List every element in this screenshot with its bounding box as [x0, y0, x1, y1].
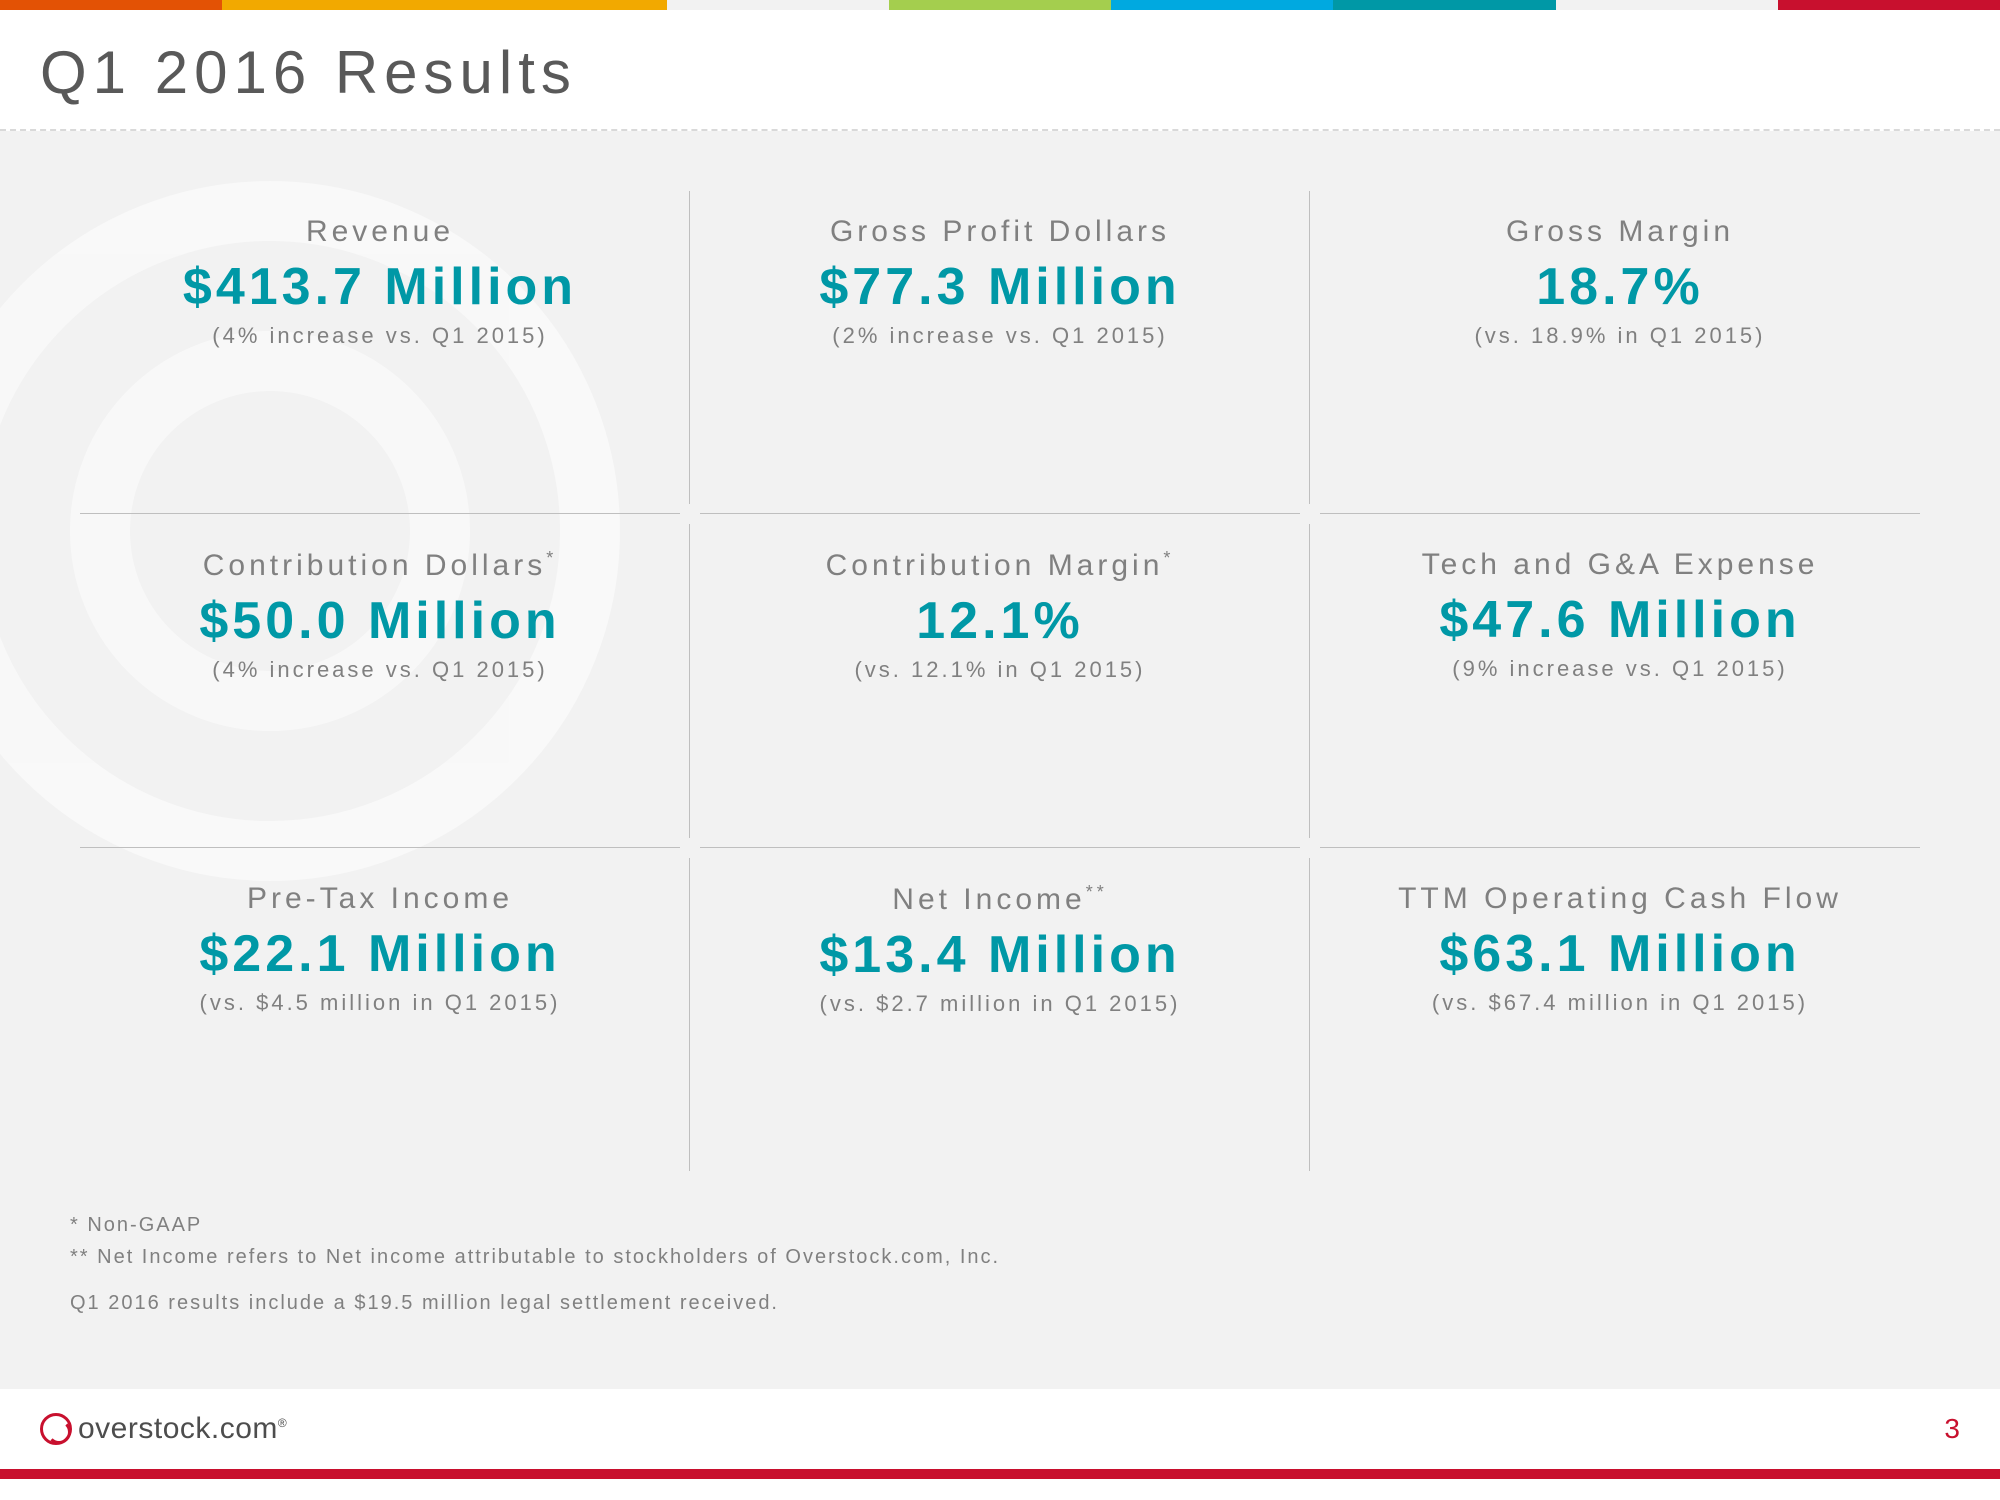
overstock-logo-icon — [40, 1413, 72, 1445]
metric-label: Gross Margin — [1340, 215, 1900, 249]
stripe-segment — [0, 0, 222, 10]
metric-label: Pre-Tax Income — [100, 882, 660, 916]
top-color-stripe — [0, 0, 2000, 10]
overstock-logo: overstock.com® — [40, 1412, 287, 1446]
page-title: Q1 2016 Results — [0, 10, 2000, 131]
metric-note: (vs. $67.4 million in Q1 2015) — [1340, 990, 1900, 1016]
metric-cell: Tech and G&A Expense $47.6 Million (9% inc… — [1310, 514, 1930, 847]
metric-label: Gross Profit Dollars — [720, 215, 1280, 249]
metric-cell: Pre-Tax Income $22.1 Million (vs. $4.5 mil… — [70, 848, 690, 1181]
metric-cell: TTM Operating Cash Flow $63.1 Million (vs.… — [1310, 848, 1930, 1181]
footer: overstock.com® 3 — [0, 1389, 2000, 1469]
metric-cell: Gross Margin 18.7% (vs. 18.9% in Q1 2015) — [1310, 181, 1930, 514]
footnote-settlement: Q1 2016 results include a $19.5 million … — [70, 1287, 1930, 1319]
metric-value: $13.4 Million — [720, 925, 1280, 985]
stripe-segment — [1778, 0, 2000, 10]
metric-label: Tech and G&A Expense — [1340, 548, 1900, 582]
metric-value: $413.7 Million — [100, 257, 660, 317]
footnotes-block: * Non-GAAP ** Net Income refers to Net i… — [70, 1209, 1930, 1319]
metric-note: (vs. 12.1% in Q1 2015) — [720, 657, 1280, 683]
footnote-non-gaap: * Non-GAAP — [70, 1209, 1930, 1241]
page-number: 3 — [1944, 1413, 1960, 1445]
metric-note: (9% increase vs. Q1 2015) — [1340, 656, 1900, 682]
metric-note: (2% increase vs. Q1 2015) — [720, 323, 1280, 349]
content-area: Revenue $413.7 Million (4% increase vs. Q1… — [0, 131, 2000, 1389]
metric-note: (vs. $2.7 million in Q1 2015) — [720, 991, 1280, 1017]
metric-value: 18.7% — [1340, 257, 1900, 317]
metric-note: (vs. $4.5 million in Q1 2015) — [100, 990, 660, 1016]
stripe-segment — [444, 0, 666, 10]
metric-value: $77.3 Million — [720, 257, 1280, 317]
stripe-segment — [667, 0, 889, 10]
footnote-net-income: ** Net Income refers to Net income attri… — [70, 1241, 1930, 1273]
metric-cell: Net Income** $13.4 Million (vs. $2.7 milli… — [690, 848, 1310, 1181]
bottom-red-stripe — [0, 1469, 2000, 1479]
metric-value: $22.1 Million — [100, 924, 660, 984]
metric-cell: Contribution Margin* 12.1% (vs. 12.1% in Q… — [690, 514, 1310, 847]
metric-cell: Revenue $413.7 Million (4% increase vs. Q1… — [70, 181, 690, 514]
metric-value: $63.1 Million — [1340, 924, 1900, 984]
stripe-segment — [1556, 0, 1778, 10]
stripe-segment — [222, 0, 444, 10]
metric-value: 12.1% — [720, 591, 1280, 651]
metric-label: Revenue — [100, 215, 660, 249]
stripe-segment — [1333, 0, 1555, 10]
metric-note: (4% increase vs. Q1 2015) — [100, 657, 660, 683]
metric-label: Contribution Dollars* — [100, 548, 660, 583]
metric-note: (vs. 18.9% in Q1 2015) — [1340, 323, 1900, 349]
metric-cell: Gross Profit Dollars $77.3 Million (2% inc… — [690, 181, 1310, 514]
metric-cell: Contribution Dollars* $50.0 Million (4% in… — [70, 514, 690, 847]
metrics-grid: Revenue $413.7 Million (4% increase vs. Q1… — [70, 181, 1930, 1181]
metric-value: $47.6 Million — [1340, 590, 1900, 650]
stripe-segment — [889, 0, 1111, 10]
metric-label: Net Income** — [720, 882, 1280, 917]
stripe-segment — [1111, 0, 1333, 10]
metric-label: TTM Operating Cash Flow — [1340, 882, 1900, 916]
metric-label: Contribution Margin* — [720, 548, 1280, 583]
metric-value: $50.0 Million — [100, 591, 660, 651]
overstock-logo-text: overstock.com® — [78, 1412, 287, 1446]
metric-note: (4% increase vs. Q1 2015) — [100, 323, 660, 349]
